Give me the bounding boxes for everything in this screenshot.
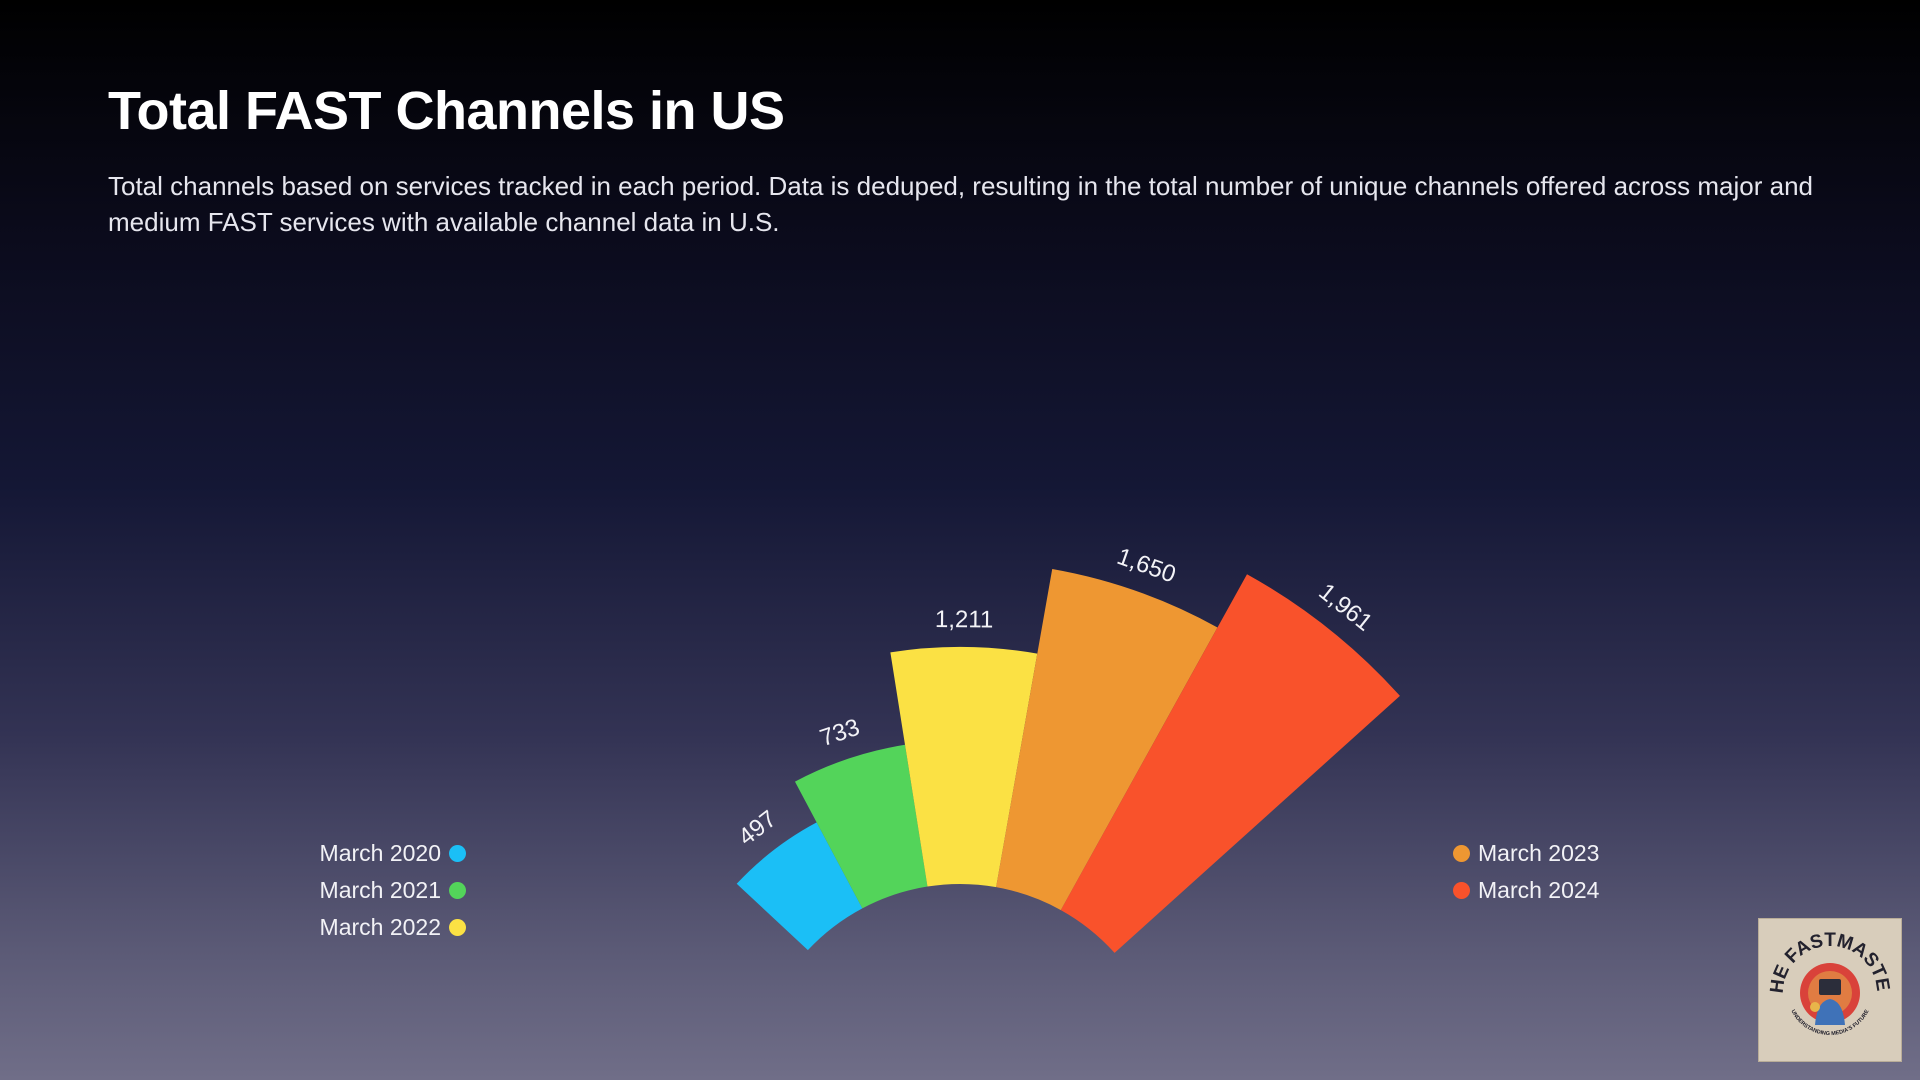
chart-subtitle: Total channels based on services tracked… bbox=[108, 171, 1814, 237]
fastmaster-logo-image: THE FASTMASTER UNDERSTANDING MEDIA'S FUT… bbox=[1752, 903, 1893, 1037]
bar-march-2024 bbox=[1060, 574, 1400, 953]
legend-left: March 2020 March 2021 March 2022 bbox=[320, 835, 466, 946]
legend-swatch bbox=[449, 919, 466, 936]
legend-label: March 2020 bbox=[319, 840, 441, 866]
bar-march-2023 bbox=[996, 568, 1218, 911]
legend-swatch bbox=[1453, 845, 1470, 862]
legend-item-march-2020: March 2020 bbox=[320, 835, 466, 872]
data-label: 733 bbox=[817, 714, 864, 752]
bar-march-2021 bbox=[794, 744, 928, 909]
legend-label: March 2022 bbox=[319, 914, 441, 940]
legend-swatch bbox=[449, 845, 466, 862]
legend-swatch bbox=[1453, 882, 1470, 899]
chart-title: Total FAST Channels in US bbox=[108, 81, 785, 141]
legend-label: March 2023 bbox=[1478, 840, 1600, 866]
legend-right: March 2023 March 2024 bbox=[1453, 835, 1599, 909]
bar-march-2020 bbox=[736, 822, 863, 951]
logo-tv-head bbox=[1819, 979, 1841, 995]
legend-item-march-2024: March 2024 bbox=[1453, 872, 1599, 909]
legend-item-march-2022: March 2022 bbox=[320, 909, 466, 946]
legend-label: March 2021 bbox=[319, 877, 441, 903]
data-label: 1,211 bbox=[935, 606, 994, 634]
data-label: 497 bbox=[733, 805, 781, 851]
logo-hand bbox=[1810, 1002, 1820, 1012]
logo-figure bbox=[1815, 999, 1845, 1025]
legend-swatch bbox=[449, 882, 466, 899]
legend-label: March 2024 bbox=[1478, 877, 1600, 903]
bar-march-2022 bbox=[890, 646, 1038, 888]
fastmaster-logo: THE FASTMASTER UNDERSTANDING MEDIA'S FUT… bbox=[1752, 903, 1902, 1062]
legend-item-march-2023: March 2023 bbox=[1453, 835, 1599, 872]
legend-item-march-2021: March 2021 bbox=[320, 872, 466, 909]
data-label: 1,650 bbox=[1114, 543, 1180, 589]
